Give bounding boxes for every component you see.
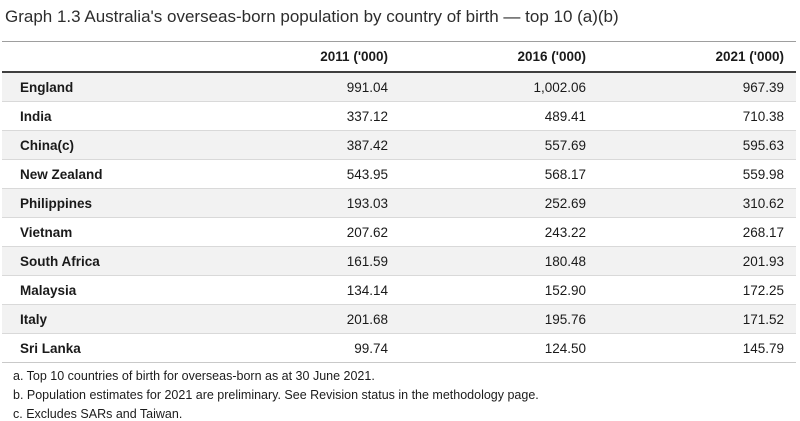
country-cell: Philippines bbox=[2, 188, 203, 218]
footnote-c: c. Excludes SARs and Taiwan. bbox=[13, 407, 183, 421]
footnote-b: b. Population estimates for 2021 are pre… bbox=[13, 388, 539, 402]
value-cell: 710.38 bbox=[598, 101, 796, 131]
table-row: China(c) 387.42 557.69 595.63 bbox=[2, 130, 796, 160]
value-cell: 252.69 bbox=[400, 188, 598, 218]
value-cell: 201.93 bbox=[598, 246, 796, 276]
value-cell: 152.90 bbox=[400, 275, 598, 305]
value-cell: 559.98 bbox=[598, 159, 796, 189]
value-cell: 161.59 bbox=[202, 246, 401, 276]
page-title: Graph 1.3 Australia's overseas-born popu… bbox=[5, 7, 619, 26]
table-row: New Zealand 543.95 568.17 559.98 bbox=[2, 159, 796, 189]
population-table: 2011 ('000) 2016 ('000) 2021 ('000) Engl… bbox=[2, 41, 796, 363]
value-cell: 557.69 bbox=[400, 130, 598, 160]
country-cell: South Africa bbox=[2, 246, 203, 276]
country-cell: Italy bbox=[2, 304, 203, 334]
value-cell: 171.52 bbox=[598, 304, 796, 334]
value-cell: 124.50 bbox=[400, 333, 598, 363]
table-row: Italy 201.68 195.76 171.52 bbox=[2, 304, 796, 334]
value-cell: 568.17 bbox=[400, 159, 598, 189]
country-cell: Vietnam bbox=[2, 217, 203, 247]
table-row: England 991.04 1,002.06 967.39 bbox=[2, 72, 796, 102]
header-row: 2011 ('000) 2016 ('000) 2021 ('000) bbox=[2, 41, 796, 73]
value-cell: 207.62 bbox=[202, 217, 401, 247]
value-cell: 243.22 bbox=[400, 217, 598, 247]
value-cell: 387.42 bbox=[202, 130, 401, 160]
value-cell: 195.76 bbox=[400, 304, 598, 334]
value-cell: 99.74 bbox=[202, 333, 401, 363]
value-cell: 134.14 bbox=[202, 275, 401, 305]
table-row: Vietnam 207.62 243.22 268.17 bbox=[2, 217, 796, 247]
table-row: South Africa 161.59 180.48 201.93 bbox=[2, 246, 796, 276]
value-cell: 967.39 bbox=[598, 72, 796, 102]
header-2011: 2011 ('000) bbox=[202, 41, 401, 73]
value-cell: 991.04 bbox=[202, 72, 401, 102]
footnotes: a. Top 10 countries of birth for oversea… bbox=[0, 363, 800, 421]
header-country bbox=[2, 41, 203, 73]
country-cell: Malaysia bbox=[2, 275, 203, 305]
value-cell: 193.03 bbox=[202, 188, 401, 218]
value-cell: 310.62 bbox=[598, 188, 796, 218]
value-cell: 595.63 bbox=[598, 130, 796, 160]
footnote-a: a. Top 10 countries of birth for oversea… bbox=[13, 369, 375, 383]
country-cell: New Zealand bbox=[2, 159, 203, 189]
value-cell: 145.79 bbox=[598, 333, 796, 363]
value-cell: 180.48 bbox=[400, 246, 598, 276]
table-row: Philippines 193.03 252.69 310.62 bbox=[2, 188, 796, 218]
country-cell: China(c) bbox=[2, 130, 203, 160]
value-cell: 268.17 bbox=[598, 217, 796, 247]
table-row: Sri Lanka 99.74 124.50 145.79 bbox=[2, 333, 796, 363]
value-cell: 489.41 bbox=[400, 101, 598, 131]
value-cell: 543.95 bbox=[202, 159, 401, 189]
country-cell: England bbox=[2, 72, 203, 102]
value-cell: 1,002.06 bbox=[400, 72, 598, 102]
table-row: India 337.12 489.41 710.38 bbox=[2, 101, 796, 131]
value-cell: 172.25 bbox=[598, 275, 796, 305]
country-cell: India bbox=[2, 101, 203, 131]
table-header: 2011 ('000) 2016 ('000) 2021 ('000) bbox=[2, 41, 796, 73]
value-cell: 201.68 bbox=[202, 304, 401, 334]
header-2021: 2021 ('000) bbox=[598, 41, 796, 73]
country-cell: Sri Lanka bbox=[2, 333, 203, 363]
header-2016: 2016 ('000) bbox=[400, 41, 598, 73]
value-cell: 337.12 bbox=[202, 101, 401, 131]
table-body: England 991.04 1,002.06 967.39 India 337.12 48… bbox=[2, 72, 796, 363]
table-row: Malaysia 134.14 152.90 172.25 bbox=[2, 275, 796, 305]
